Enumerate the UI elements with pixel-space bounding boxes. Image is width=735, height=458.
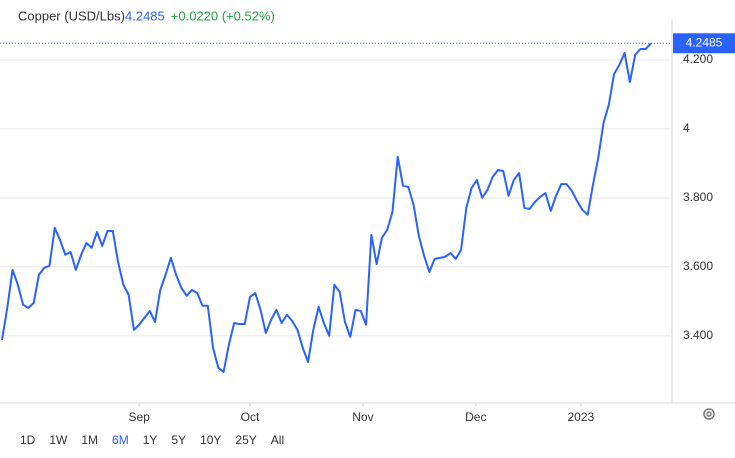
price-change: +0.0220 (+0.52%) (171, 8, 275, 23)
range-button[interactable]: All (271, 433, 284, 447)
range-button[interactable]: 25Y (235, 433, 256, 447)
range-button[interactable]: 1W (49, 433, 68, 447)
y-tick-label: 4.200 (683, 52, 713, 66)
range-button[interactable]: 1M (81, 433, 98, 447)
settings-icon[interactable] (703, 408, 715, 420)
range-button[interactable]: 6M (112, 433, 129, 447)
range-button[interactable]: 10Y (200, 433, 221, 447)
y-tick-label: 4 (683, 121, 690, 135)
range-button[interactable]: 1D (20, 433, 36, 447)
range-button[interactable]: 1Y (143, 433, 158, 447)
y-tick-label: 3.400 (683, 328, 713, 342)
range-button[interactable]: 5Y (171, 433, 186, 447)
y-tick-label: 3.600 (683, 259, 713, 273)
last-price: 4.2485 (125, 8, 165, 23)
x-tick-label: Dec (465, 410, 486, 424)
x-tick-label: Nov (352, 410, 373, 424)
chart-title: Copper (USD/Lbs) (18, 8, 125, 23)
last-price-tag (673, 33, 735, 54)
x-tick-label: 2023 (567, 410, 594, 424)
y-tick-label: 3.800 (683, 190, 713, 204)
x-tick-label: Sep (129, 410, 151, 424)
last-price-tag-label: 4.2485 (686, 35, 723, 49)
x-tick-label: Oct (241, 410, 260, 424)
price-line (1, 42, 652, 373)
